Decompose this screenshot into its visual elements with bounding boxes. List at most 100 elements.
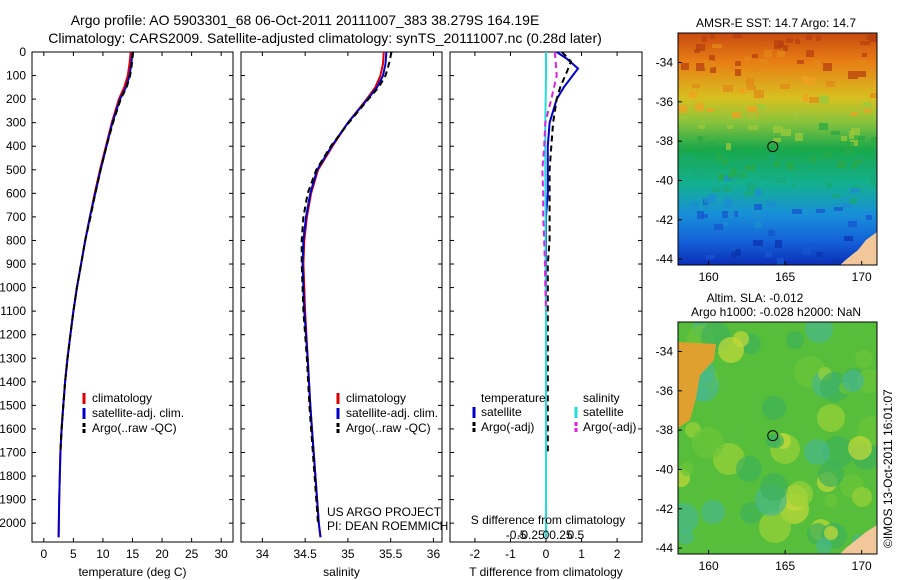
sst-pixel (797, 60, 804, 64)
sst-pixel (704, 198, 714, 203)
y-tick-label: -42 (656, 502, 674, 516)
sla-blob (848, 436, 872, 460)
sla-blob (692, 427, 724, 459)
sst-pixel (787, 162, 794, 170)
sst-pixel (723, 158, 728, 165)
sst-pixel (831, 131, 840, 135)
sla-blob (786, 331, 804, 349)
sla-blob (759, 511, 791, 543)
sst-pixel (732, 112, 741, 118)
sst-argo-marker (767, 141, 779, 153)
sst-pixel (786, 38, 793, 43)
sla-land (840, 525, 877, 554)
sst-map-axes: 160 165 170 -34 -36 -38 -40 -42 -44 (656, 55, 872, 284)
sla-blob (736, 456, 762, 482)
y-tick-label: 1700 (0, 445, 26, 459)
temperature-panel: 0100200300400500600700800900100011001200… (0, 45, 234, 579)
y-tick-label: 2000 (0, 516, 26, 530)
y-tick-label: 0 (19, 45, 26, 59)
y-tick-label: 300 (6, 116, 26, 130)
x-tick-label: 10 (96, 547, 110, 561)
sst-pixel (848, 71, 858, 79)
sst-pixel (850, 198, 857, 204)
sst-pixel (869, 175, 875, 183)
sst-pixel (707, 108, 713, 112)
sst-pixel (707, 142, 715, 146)
x-tick-label: 34.5 (293, 547, 317, 561)
sla-blob (678, 503, 699, 533)
sst-pixel (864, 107, 871, 113)
sst-pixel (727, 125, 733, 129)
sst-pixel (841, 203, 849, 207)
sst-pixel (806, 77, 815, 85)
sst-pixel (705, 204, 710, 209)
title-line-2: Climatology: CARS2009. Satellite-adjuste… (48, 30, 602, 46)
x-tick-label: 0 (40, 547, 47, 561)
sst-pixel (860, 41, 870, 45)
sst-pixel (712, 187, 721, 192)
sla-warm-patch (678, 342, 716, 428)
sst-pixel (858, 71, 866, 77)
plot-frame (240, 51, 443, 543)
sla-blob (852, 487, 872, 507)
x-tick-label: 160 (699, 559, 719, 573)
sla-map-frame (677, 321, 878, 555)
sla-blob (855, 350, 873, 368)
sst-pixel (823, 153, 831, 158)
sst-pixel (776, 177, 786, 183)
sst-pixel (766, 201, 776, 208)
sst-pixel (837, 161, 846, 168)
sla-blob (817, 404, 845, 432)
sst-pixel (738, 88, 746, 93)
sst-texture (678, 33, 877, 265)
y-tick-label: 600 (6, 186, 26, 200)
sst-pixel (803, 247, 811, 255)
sst-pixel (727, 211, 735, 217)
sst-pixel (768, 230, 775, 236)
sst-pixel (781, 129, 791, 136)
sst-pixel (744, 192, 754, 196)
sst-pixel (826, 81, 835, 87)
legend-entry: satellite-adj. clim. (92, 406, 184, 420)
sst-pixel (783, 45, 788, 51)
sst-pixel (806, 50, 814, 57)
legend-entry: Argo(-adj) (583, 420, 636, 434)
sla-map-panel: Altim. SLA: -0.012 Argo h1000: -0.028 h2… (656, 291, 878, 573)
sst-pixel (870, 93, 877, 98)
sla-blob (701, 500, 725, 524)
y-tick-label: 800 (6, 233, 26, 247)
sst-pixel (723, 85, 733, 92)
sst-pixel (709, 63, 718, 67)
sst-pixel (816, 209, 825, 213)
sst-pixel (862, 53, 867, 57)
x-tick-label: 165 (775, 559, 795, 573)
s-tick-label: 0.5 (568, 528, 585, 542)
sst-pixel (803, 94, 808, 102)
sla-blob (824, 494, 838, 508)
sst-pixel (747, 86, 756, 90)
title-line-1: Argo profile: AO 5903301_68 06-Oct-2011 … (71, 12, 540, 28)
sla-blob (805, 322, 833, 343)
y-tick-label: -40 (656, 173, 674, 187)
y-tick-label: 1900 (0, 493, 26, 507)
y-tick-label: -38 (656, 423, 674, 437)
sla-blob (695, 386, 709, 400)
sst-pixel (748, 125, 758, 130)
y-tick-label: -34 (656, 344, 674, 358)
sst-pixel (689, 92, 697, 98)
x-tick-label: 0 (543, 547, 550, 561)
sst-pixel (753, 213, 762, 219)
sst-pixel (770, 155, 775, 162)
y-tick-label: -36 (656, 384, 674, 398)
sst-pixel (753, 240, 763, 246)
sst-pixel (851, 128, 860, 135)
y-tick-label: 1100 (0, 304, 26, 318)
legend-entry: satellite (481, 405, 522, 419)
sst-pixel (773, 126, 783, 133)
sst-pixel (725, 198, 732, 206)
sst-map-frame (677, 32, 878, 266)
sla-blob (762, 396, 786, 420)
sst-pixel (735, 250, 740, 255)
y-tick-label: -34 (656, 55, 674, 69)
sst-pixel (754, 204, 762, 210)
